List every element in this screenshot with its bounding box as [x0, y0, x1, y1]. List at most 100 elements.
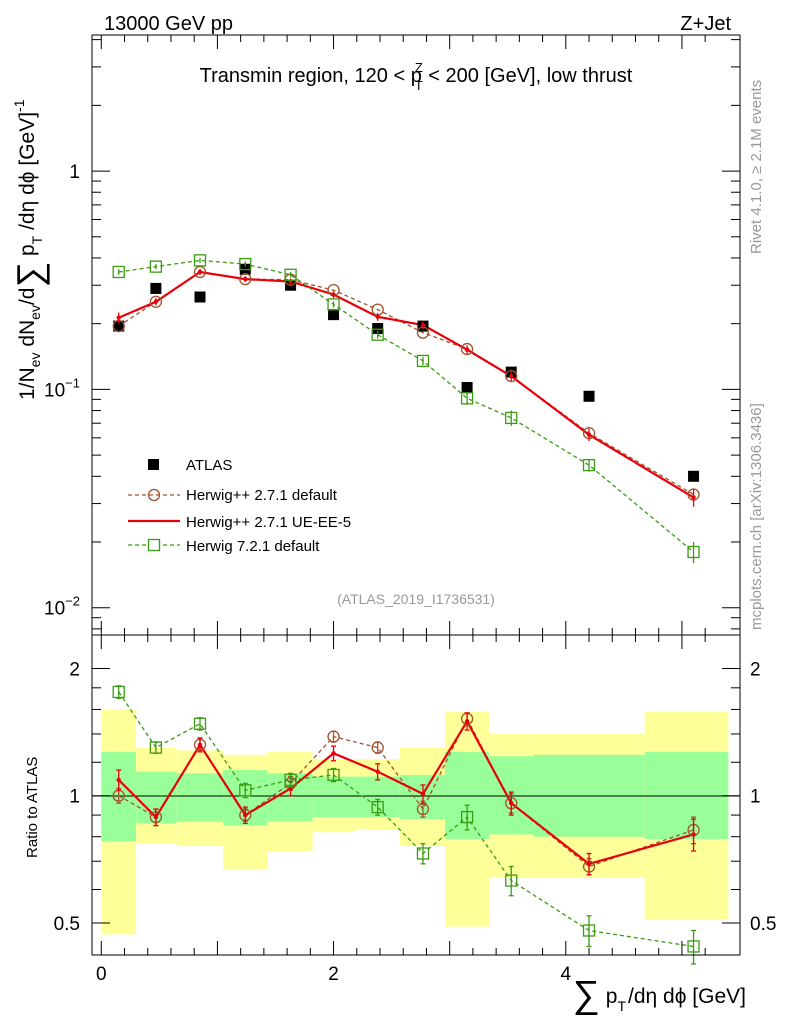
series-line-herwigpp_ueee5 [118, 270, 695, 499]
main-title: Transmin region, 120 < pZ T < 200 [GeV], … [200, 60, 633, 93]
ratio-band-inner [644, 751, 729, 840]
ratio-point-herwig7 [687, 940, 700, 953]
ratio-line-herwigpp_ueee5 [117, 719, 694, 866]
data-point-herwigpp_default [505, 369, 518, 383]
ratio-xtick-label: 0 [96, 964, 107, 985]
data-point-herwigpp_ueee5 [586, 432, 592, 437]
ratio-xtick-label: 2 [328, 964, 339, 985]
analysis-label: (ATLAS_2019_I1736531) [337, 591, 495, 607]
data-point-herwig7 [582, 458, 596, 472]
data-point-atlas [372, 323, 384, 335]
ratio-point-herwig7 [239, 784, 252, 797]
legend-atlas-label: ATLAS [186, 457, 232, 474]
ratio-point-herwigpp_ueee5 [375, 769, 380, 774]
legend-herwig7-marker [147, 538, 161, 552]
ratio-point-herwig7 [284, 773, 297, 787]
data-point-herwig7 [687, 545, 700, 559]
data-point-herwig7 [239, 257, 252, 271]
data-point-herwigpp_default [460, 342, 474, 356]
ratio-point-herwig7 [193, 717, 207, 730]
main-ytick-label: 10−2 [44, 594, 80, 620]
ratio-ytick-label-left: 0.5 [54, 914, 80, 935]
data-point-herwigpp_ueee5 [243, 276, 248, 282]
ratio-point-herwigpp_ueee5 [288, 786, 293, 791]
ratio-panel: 2 2 1 1 0.5 0.5 0 2 4 Ratio to ATLAS ∑ pT/dη dϕ [… [24, 634, 776, 1016]
data-point-herwigpp_ueee5 [153, 299, 159, 304]
ratio-point-herwig7 [149, 741, 163, 754]
main-ytick-label: 10−1 [44, 375, 80, 401]
data-point-atlas [688, 470, 700, 482]
data-point-herwig7 [371, 328, 384, 341]
ratio-xlabel: ∑ pT/dη dϕ [GeV] [573, 974, 746, 1016]
ratio-point-herwig7 [327, 768, 340, 782]
ratio-point-herwig7 [112, 685, 125, 699]
data-point-atlas [150, 282, 162, 294]
data-point-herwigpp_ueee5 [197, 269, 203, 275]
ratio-point-herwigpp_ueee5 [116, 777, 121, 783]
ratio-ytick-label-right: 0.5 [750, 914, 776, 935]
ratio-band-inner [176, 773, 224, 822]
ratio-point-herwigpp_ueee5 [464, 719, 470, 724]
ratio-point-herwigpp_ueee5 [243, 812, 248, 818]
data-point-atlas [328, 309, 340, 321]
ratio-line-herwig7 [118, 691, 694, 948]
ratio-band-inner [312, 776, 356, 818]
ratio-point-herwigpp_ueee5 [420, 791, 426, 797]
energy-label: 13000 GeV pp [104, 13, 233, 35]
series-line-herwig7 [118, 259, 694, 553]
data-point-herwig7 [149, 260, 163, 273]
data-point-herwigpp_ueee5 [116, 315, 121, 320]
data-point-herwig7 [193, 254, 207, 267]
rivet-label: Rivet 4.1.0, ≥ 2.1M events [748, 80, 765, 254]
legend: ATLAS Herwig++ 2.7.1 default Herwig++ 2.… [128, 457, 351, 555]
ratio-point-herwigpp_ueee5 [509, 801, 514, 806]
ratio-point-herwigpp_default [371, 741, 384, 754]
ratio-point-herwigpp_ueee5 [586, 861, 592, 867]
ratio-point-herwigpp_ueee5 [331, 751, 336, 756]
data-point-atlas [461, 382, 473, 394]
legend-herwigpp-default-label: Herwig++ 2.7.1 default [186, 487, 338, 504]
process-label: Z+Jet [680, 13, 731, 35]
ratio-point-herwig7 [416, 847, 430, 860]
ratio-point-herwig7 [582, 924, 596, 937]
ratio-point-herwigpp_ueee5 [197, 742, 203, 747]
ratio-point-herwig7 [505, 874, 518, 887]
data-point-herwigpp_ueee5 [375, 314, 380, 320]
data-point-herwig7 [284, 268, 297, 281]
data-point-herwigpp_ueee5 [509, 373, 514, 379]
data-point-herwigpp_ueee5 [691, 495, 696, 500]
ratio-point-herwig7 [371, 800, 384, 814]
ratio-ytick-label-right: 1 [750, 787, 761, 808]
legend-atlas-marker [148, 459, 159, 470]
data-point-herwigpp_ueee5 [464, 347, 470, 352]
main-panel: Transmin region, 120 < pZ T < 200 [GeV], … [9, 34, 741, 636]
data-point-atlas [113, 320, 125, 332]
ratio-ytick-label-left: 2 [69, 659, 80, 680]
ratio-ytick-label-left: 1 [69, 787, 80, 808]
ratio-ylabel: Ratio to ATLAS [24, 757, 41, 858]
ratio-point-herwigpp_default [327, 730, 340, 743]
data-point-herwigpp_default [149, 295, 163, 308]
ratio-point-herwigpp_ueee5 [691, 832, 696, 837]
main-ylabel: 1/Nev dNev/d∑ pT /dη dϕ [GeV]-1 [9, 99, 50, 400]
ratio-frame [91, 634, 741, 956]
data-point-atlas [194, 291, 206, 303]
main-ytick-label: 1 [69, 162, 80, 183]
data-point-herwig7 [460, 392, 474, 405]
ratio-ytick-label-right: 2 [750, 659, 761, 680]
data-point-herwig7 [327, 298, 340, 311]
main-plot-area [92, 35, 740, 635]
data-point-herwig7 [112, 265, 125, 279]
legend-herwigpp-default-marker [147, 488, 161, 502]
data-point-herwigpp_ueee5 [331, 292, 336, 297]
data-point-atlas [583, 390, 595, 402]
ratio-xtick-label: 4 [561, 964, 572, 985]
data-point-herwigpp_ueee5 [420, 322, 426, 328]
data-point-herwig7 [505, 411, 518, 425]
data-point-herwigpp_default [239, 272, 252, 286]
legend-herwig7-label: Herwig 7.2.1 default [186, 538, 320, 555]
ratio-point-herwigpp_ueee5 [153, 814, 159, 820]
mcplots-label: mcplots.cern.ch [arXiv:1306.3436] [748, 403, 765, 630]
ratio-point-herwig7 [460, 810, 474, 824]
